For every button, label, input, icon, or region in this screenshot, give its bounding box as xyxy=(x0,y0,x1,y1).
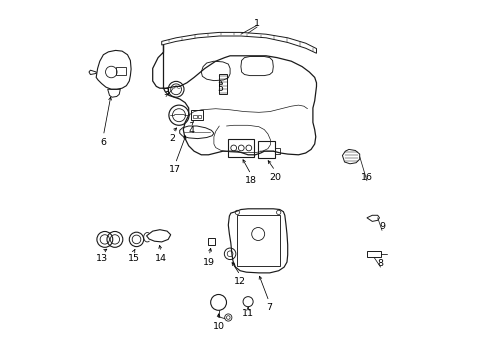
Bar xyxy=(275,148,279,154)
Bar xyxy=(366,251,380,257)
Text: 8: 8 xyxy=(377,259,383,268)
Text: 5: 5 xyxy=(217,84,223,93)
Bar xyxy=(228,139,254,157)
Bar xyxy=(192,115,197,118)
Text: 1: 1 xyxy=(254,19,260,28)
Text: 2: 2 xyxy=(169,134,175,143)
Text: 20: 20 xyxy=(268,173,281,181)
Text: 6: 6 xyxy=(100,138,106,147)
Text: 14: 14 xyxy=(155,254,166,263)
Text: 19: 19 xyxy=(203,258,215,266)
Bar xyxy=(197,115,201,118)
Bar xyxy=(207,238,215,245)
Bar xyxy=(116,67,126,75)
Bar xyxy=(258,141,275,158)
Text: 12: 12 xyxy=(234,277,245,286)
Text: 3: 3 xyxy=(163,88,169,97)
Text: 4: 4 xyxy=(188,126,194,135)
Bar xyxy=(236,215,279,266)
Text: 10: 10 xyxy=(212,322,224,331)
Text: 18: 18 xyxy=(244,176,257,185)
Text: 11: 11 xyxy=(242,309,254,318)
Text: 13: 13 xyxy=(96,254,108,263)
Text: 7: 7 xyxy=(265,303,271,312)
Text: 17: 17 xyxy=(169,165,181,174)
Text: 9: 9 xyxy=(378,222,384,231)
Bar xyxy=(218,74,227,94)
Text: 16: 16 xyxy=(360,173,372,181)
Bar xyxy=(191,110,203,120)
Text: 15: 15 xyxy=(127,254,140,263)
